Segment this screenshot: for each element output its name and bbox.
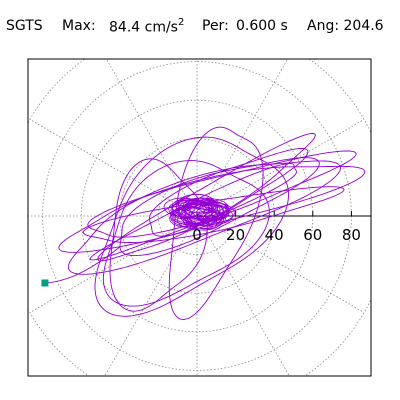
grid-spoke-30 [196, 119, 365, 217]
x-tick-label-20: 20 [226, 226, 245, 244]
origin-cluster-trace [163, 193, 235, 231]
grid-spoke-150 [29, 119, 198, 217]
grid-spoke-60 [196, 59, 289, 217]
x-tick-label-40: 40 [265, 226, 284, 244]
angle-label: Ang: 204.6 [307, 18, 384, 34]
tail-trace [44, 246, 121, 284]
end-marker-group [41, 279, 49, 287]
trace-group [44, 126, 366, 320]
grid-spoke-300 [196, 215, 290, 376]
max-label: Max: [62, 18, 96, 34]
orbit-trace-3 [58, 165, 366, 253]
max-value: 84.4 cm/s2 [109, 17, 185, 36]
orbit-trace-4 [94, 136, 289, 317]
orbit-trace-1 [87, 150, 357, 238]
period-value: 0.600 s [236, 18, 288, 34]
orbit-trace-10 [102, 160, 270, 307]
orbit-trace-0 [97, 132, 316, 262]
grid-spoke-330 [196, 215, 365, 313]
orbit-trace-9 [67, 160, 341, 275]
orbit-trace-11 [89, 163, 297, 261]
tick-labels: 0 20 40 60 80 [192, 226, 361, 244]
plot-frame [27, 58, 372, 377]
x-tick-label-80: 80 [342, 226, 361, 244]
grid-spoke-210 [29, 215, 198, 313]
max-unit-exponent: 2 [177, 17, 185, 28]
grid-spoke-240 [104, 215, 198, 376]
end-point-marker [41, 279, 49, 287]
x-tick-label-60: 60 [303, 226, 322, 244]
chart-header: SGTS Max: 84.4 cm/s2 Per: 0.600 s Ang: 2… [0, 17, 400, 42]
station-code: SGTS [6, 18, 43, 34]
grid-spoke-120 [105, 59, 198, 217]
orbit-trace-6 [109, 158, 208, 312]
orbit-trace-5 [168, 126, 264, 320]
orbit-trace-8 [148, 148, 309, 237]
x-tick-label-0: 0 [192, 226, 202, 244]
period-label: Per: [202, 18, 229, 34]
